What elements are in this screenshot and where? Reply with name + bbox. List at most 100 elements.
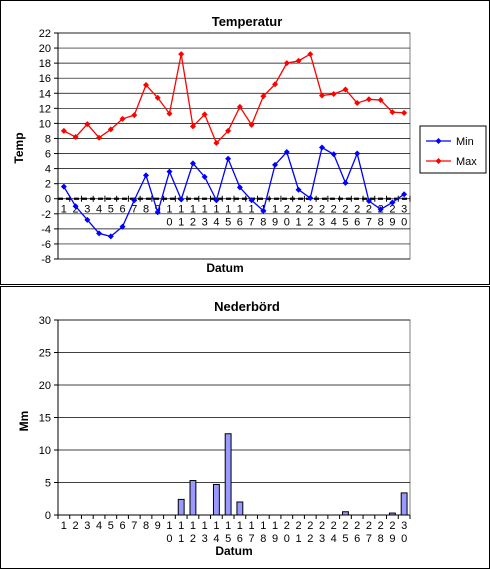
y-tick-label: 10 xyxy=(39,118,51,130)
series-line-max xyxy=(63,53,405,145)
data-point-max xyxy=(119,115,126,122)
y-tick-label: 16 xyxy=(39,73,51,85)
x-tick-label: 4 xyxy=(96,520,102,532)
y-tick-label: 10 xyxy=(39,445,51,457)
x-tick-label: 7 xyxy=(131,520,137,532)
data-point-max xyxy=(154,94,161,101)
y-tick-label: 5 xyxy=(45,478,51,490)
data-point-max xyxy=(84,121,91,128)
data-point-min xyxy=(330,151,337,158)
data-point-min xyxy=(131,197,138,204)
y-tick-label: 12 xyxy=(39,103,51,115)
temperature-chart-panel: Temperatur Datum Temp Min Max -8 -6 -4 -2 0 2… xyxy=(0,0,490,285)
y-tick-label: 2 xyxy=(45,179,51,191)
y-tick-label: 20 xyxy=(39,380,51,392)
data-point-min xyxy=(389,199,396,206)
y-tick-label: 6 xyxy=(45,149,51,161)
data-point-max xyxy=(72,133,79,140)
precipitation-chart-panel: Nederbörd Datum Mm 0 5 10 15 20 25 30 1 2 3 4 5 6 7 8 9… xyxy=(0,286,490,569)
x-tick-label: 8 xyxy=(143,520,149,532)
data-point-min xyxy=(96,230,103,237)
data-point-min xyxy=(307,194,314,201)
data-point-min xyxy=(272,161,279,168)
y-tick-label: 0 xyxy=(45,194,51,206)
y-tick-label: -8 xyxy=(41,254,51,266)
data-point-min xyxy=(236,184,243,191)
chart-title: Nederbörd xyxy=(214,299,280,314)
bar xyxy=(342,511,349,516)
bar xyxy=(224,433,232,516)
data-point-max xyxy=(96,134,103,141)
chart-title: Temperatur xyxy=(212,14,283,29)
y-axis-title: Temp xyxy=(12,132,26,163)
x-tick-label: 1 xyxy=(61,520,67,532)
y-tick-label: 30 xyxy=(39,315,51,327)
data-point-max xyxy=(260,93,267,100)
data-point-min xyxy=(119,223,126,230)
data-point-max xyxy=(189,123,196,130)
legend: Min Max xyxy=(419,125,487,174)
data-point-max xyxy=(236,103,243,110)
y-tick-label: 0 xyxy=(45,510,51,522)
data-point-max xyxy=(354,100,361,107)
data-point-max xyxy=(131,112,138,119)
x-tick-label: 5 xyxy=(108,520,114,532)
bar xyxy=(400,492,408,516)
x-tick-label: 7 xyxy=(131,204,137,216)
data-point-min xyxy=(178,196,185,203)
x-tick-label: 18 xyxy=(260,204,266,229)
bar xyxy=(236,501,244,516)
x-tick-label: 8 xyxy=(143,204,149,216)
data-point-max xyxy=(330,91,337,98)
bar xyxy=(388,512,396,516)
x-tick-label: 1 xyxy=(61,204,67,216)
y-tick-label: -2 xyxy=(41,209,51,221)
data-point-max xyxy=(225,127,232,134)
bar xyxy=(189,480,197,516)
legend-label-max: Max xyxy=(456,156,477,168)
data-point-max xyxy=(248,121,255,128)
data-point-max xyxy=(272,81,279,88)
data-point-min xyxy=(260,207,267,214)
bar xyxy=(177,498,185,516)
x-tick-label: 3 xyxy=(84,204,90,216)
y-tick-label: 18 xyxy=(39,58,51,70)
y-tick-label: -4 xyxy=(41,224,51,236)
y-tick-label: -6 xyxy=(41,239,51,251)
data-point-max xyxy=(307,51,314,58)
data-point-max xyxy=(283,60,290,67)
x-tick-label: 4 xyxy=(96,204,102,216)
data-point-max xyxy=(365,96,372,103)
x-tick-label: 2 xyxy=(73,204,79,216)
data-point-max xyxy=(401,109,408,116)
data-point-min xyxy=(342,179,349,186)
y-tick-label: 14 xyxy=(39,88,51,100)
